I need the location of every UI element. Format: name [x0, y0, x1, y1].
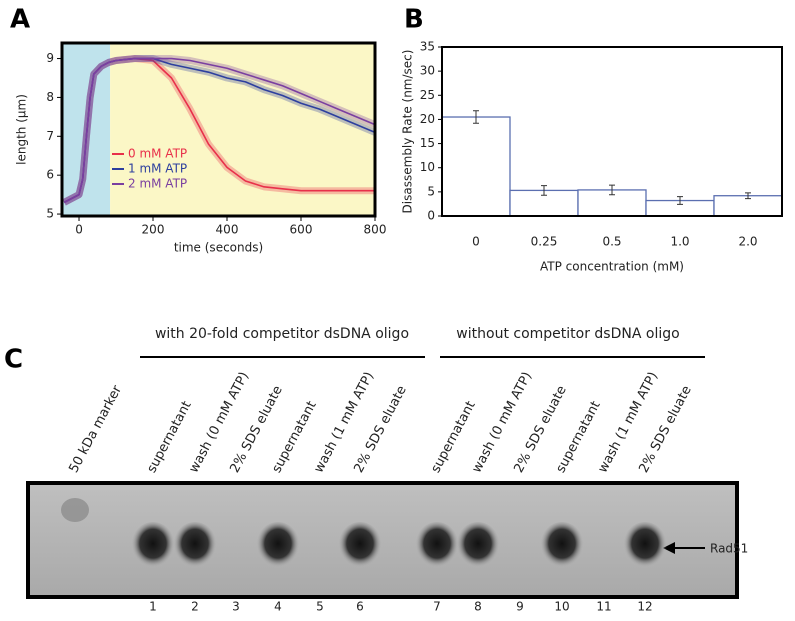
legend-label: 0 mM ATP [128, 147, 187, 161]
panel-label: A [10, 5, 30, 35]
x-tick-label: 2.0 [738, 235, 757, 249]
y-axis-label: length (μm) [15, 94, 29, 165]
lane-label: 50 kDa marker [66, 383, 125, 476]
y-tick-label: 10 [420, 160, 435, 174]
x-tick-label: 0 [472, 235, 480, 249]
x-tick-label: 0.25 [531, 235, 558, 249]
lane-number: 5 [316, 600, 324, 614]
protein-band [540, 522, 584, 570]
error-bar [473, 110, 479, 124]
lane-number: 7 [433, 600, 441, 614]
marker-band [61, 498, 89, 522]
x-tick-label: 0 [75, 223, 83, 237]
y-tick-label: 7 [46, 129, 54, 143]
error-bar [609, 184, 615, 196]
shaded-region [110, 43, 375, 216]
lane-number: 10 [554, 600, 569, 614]
lane-number: 8 [474, 600, 482, 614]
lane-number: 4 [274, 600, 282, 614]
y-tick-label: 15 [420, 136, 435, 150]
y-tick-label: 25 [420, 88, 435, 102]
lane-label: supernatant [553, 399, 603, 476]
y-tick-label: 5 [427, 184, 435, 198]
y-tick-label: 20 [420, 112, 435, 126]
x-tick-label: 800 [364, 223, 387, 237]
protein-band [415, 522, 459, 570]
group-label: with 20-fold competitor dsDNA oligo [155, 326, 409, 342]
shaded-region [62, 43, 111, 216]
x-axis-label: ATP concentration (mM) [540, 260, 684, 274]
y-tick-label: 6 [46, 168, 54, 182]
lane-number: 2 [191, 600, 199, 614]
error-bar [677, 196, 683, 205]
lane-number: 9 [516, 600, 524, 614]
protein-band [131, 522, 175, 570]
y-tick-label: 8 [46, 90, 54, 104]
lane-number: 6 [356, 600, 364, 614]
plot-frame [60, 41, 377, 218]
lane-number: 11 [596, 600, 611, 614]
protein-band [256, 522, 300, 570]
lane-label: supernatant [144, 399, 194, 476]
protein-band [173, 522, 217, 570]
protein-band [623, 522, 667, 570]
band-label: Rad51 [710, 542, 748, 556]
arrow-head [663, 542, 675, 554]
error-bar [745, 192, 751, 200]
x-tick-label: 0.5 [602, 235, 621, 249]
y-tick-label: 5 [46, 207, 54, 221]
x-tick-label: 400 [216, 223, 239, 237]
lane-number: 12 [637, 600, 652, 614]
protein-band [338, 522, 382, 570]
x-tick-label: 1.0 [670, 235, 689, 249]
y-tick-label: 0 [427, 209, 435, 223]
error-bar [541, 185, 547, 196]
legend-label: 1 mM ATP [128, 162, 187, 176]
plot-frame [441, 46, 783, 217]
panel-label: C [4, 345, 23, 375]
lane-number: 1 [149, 600, 157, 614]
x-tick-label: 600 [290, 223, 313, 237]
bar [441, 116, 511, 217]
y-axis-label: Disassembly Rate (nm/sec) [401, 50, 415, 214]
lane-number: 3 [232, 600, 240, 614]
protein-band [456, 522, 500, 570]
x-tick-label: 200 [142, 223, 165, 237]
line [63, 57, 376, 204]
y-tick-label: 30 [420, 64, 435, 78]
y-tick-label: 35 [420, 40, 435, 54]
x-axis-label: time (seconds) [174, 241, 263, 255]
group-label: without competitor dsDNA oligo [456, 326, 679, 342]
lane-label: supernatant [269, 399, 319, 476]
legend-label: 2 mM ATP [128, 177, 187, 191]
panel-label: B [404, 5, 424, 35]
y-tick-label: 9 [46, 51, 54, 65]
